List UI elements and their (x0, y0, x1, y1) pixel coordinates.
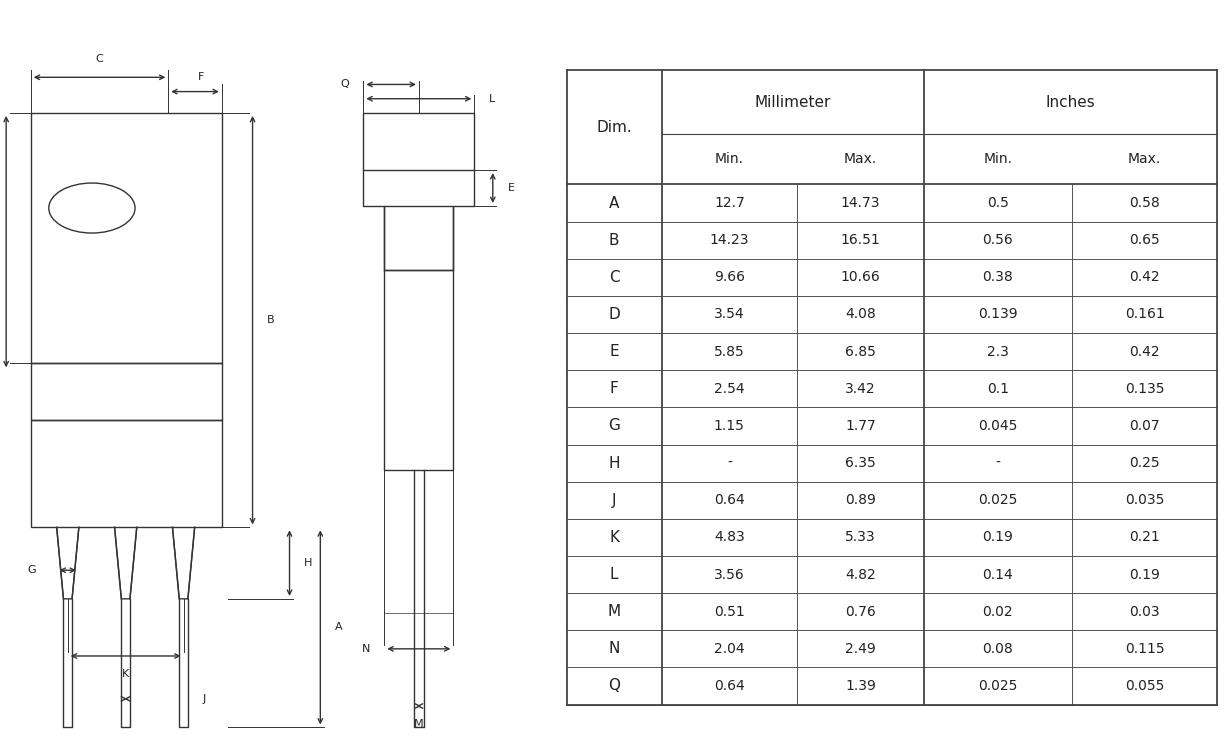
Text: 16.51: 16.51 (840, 233, 881, 247)
Text: B: B (609, 233, 620, 248)
Text: -: - (995, 456, 1000, 470)
Text: 0.56: 0.56 (983, 233, 1013, 247)
Text: E: E (508, 183, 515, 193)
Text: C: C (96, 54, 103, 64)
Text: 0.76: 0.76 (845, 605, 876, 618)
Text: 14.23: 14.23 (710, 233, 749, 247)
Text: 0.161: 0.161 (1125, 308, 1164, 321)
Text: 0.045: 0.045 (978, 419, 1018, 433)
Text: C: C (609, 270, 620, 285)
Text: 2.49: 2.49 (845, 642, 876, 656)
Text: 9.66: 9.66 (713, 271, 745, 284)
Text: N: N (362, 644, 370, 654)
Text: 0.025: 0.025 (978, 679, 1018, 693)
Text: Min.: Min. (715, 153, 744, 166)
Text: 0.25: 0.25 (1130, 456, 1159, 470)
Text: N: N (609, 641, 620, 656)
Text: 0.5: 0.5 (987, 196, 1009, 210)
Text: K: K (609, 530, 620, 545)
Text: 3.42: 3.42 (845, 382, 876, 396)
Text: 6.35: 6.35 (845, 456, 876, 470)
Text: J: J (202, 694, 206, 704)
Text: K: K (122, 669, 129, 679)
Bar (384, 270, 453, 470)
Text: L: L (489, 94, 495, 104)
Text: 0.139: 0.139 (978, 308, 1018, 321)
Text: 0.19: 0.19 (982, 531, 1014, 544)
Text: J: J (612, 493, 616, 508)
Text: L: L (610, 567, 618, 582)
Text: 0.42: 0.42 (1130, 271, 1159, 284)
Bar (384, 206, 453, 270)
Text: Max.: Max. (1129, 153, 1161, 166)
Text: 0.14: 0.14 (983, 568, 1013, 581)
Text: 0.38: 0.38 (983, 271, 1013, 284)
Text: 2.04: 2.04 (715, 642, 744, 656)
Text: 0.21: 0.21 (1130, 531, 1159, 544)
Text: B: B (267, 315, 275, 325)
Text: 0.64: 0.64 (715, 493, 744, 507)
Text: M: M (607, 604, 621, 619)
Bar (31, 113, 222, 363)
Text: 0.1: 0.1 (987, 382, 1009, 396)
Text: Millimeter: Millimeter (755, 94, 830, 110)
Text: 0.08: 0.08 (983, 642, 1013, 656)
Text: 2.54: 2.54 (715, 382, 744, 396)
Text: 0.115: 0.115 (1125, 642, 1164, 656)
Text: D: D (609, 307, 620, 322)
Text: Q: Q (340, 79, 350, 89)
Text: 0.64: 0.64 (715, 679, 744, 693)
Bar (31, 420, 222, 528)
Text: 0.42: 0.42 (1130, 345, 1159, 358)
Text: F: F (610, 381, 618, 396)
Text: 4.82: 4.82 (845, 568, 876, 581)
Text: H: H (304, 558, 312, 568)
Text: 3.54: 3.54 (715, 308, 744, 321)
Text: 0.035: 0.035 (1125, 493, 1164, 507)
Text: 1.77: 1.77 (845, 419, 876, 433)
Text: 12.7: 12.7 (715, 196, 744, 210)
Text: Max.: Max. (844, 153, 877, 166)
Text: 0.58: 0.58 (1130, 196, 1159, 210)
Text: 3.56: 3.56 (715, 568, 744, 581)
Text: 6.85: 6.85 (845, 345, 876, 358)
Text: 1.15: 1.15 (713, 419, 745, 433)
Text: 0.135: 0.135 (1125, 382, 1164, 396)
Text: M: M (414, 719, 424, 729)
Text: 0.02: 0.02 (983, 605, 1013, 618)
Text: 5.33: 5.33 (845, 531, 876, 544)
Text: 0.19: 0.19 (1129, 568, 1161, 581)
Text: 0.055: 0.055 (1125, 679, 1164, 693)
Text: 2.3: 2.3 (987, 345, 1009, 358)
Text: F: F (198, 73, 205, 82)
Text: 1.39: 1.39 (845, 679, 876, 693)
Text: G: G (27, 565, 37, 575)
Text: Inches: Inches (1046, 94, 1095, 110)
Text: 14.73: 14.73 (840, 196, 881, 210)
Text: A: A (335, 622, 342, 633)
Text: 0.025: 0.025 (978, 493, 1018, 507)
Text: Q: Q (609, 678, 620, 693)
Text: 4.08: 4.08 (845, 308, 876, 321)
Bar (363, 113, 474, 170)
Text: Dim.: Dim. (596, 119, 632, 135)
Text: 0.07: 0.07 (1130, 419, 1159, 433)
Text: G: G (609, 418, 620, 433)
Text: 0.51: 0.51 (715, 605, 744, 618)
Text: 0.65: 0.65 (1130, 233, 1159, 247)
Text: E: E (610, 344, 618, 359)
Text: -: - (727, 456, 732, 470)
Text: A: A (609, 196, 620, 210)
Text: 5.85: 5.85 (715, 345, 744, 358)
Text: 10.66: 10.66 (840, 271, 881, 284)
Text: Min.: Min. (983, 153, 1013, 166)
Text: H: H (609, 456, 620, 470)
Bar (31, 363, 222, 420)
Text: 0.03: 0.03 (1130, 605, 1159, 618)
Text: 4.83: 4.83 (715, 531, 744, 544)
Text: 0.89: 0.89 (845, 493, 876, 507)
